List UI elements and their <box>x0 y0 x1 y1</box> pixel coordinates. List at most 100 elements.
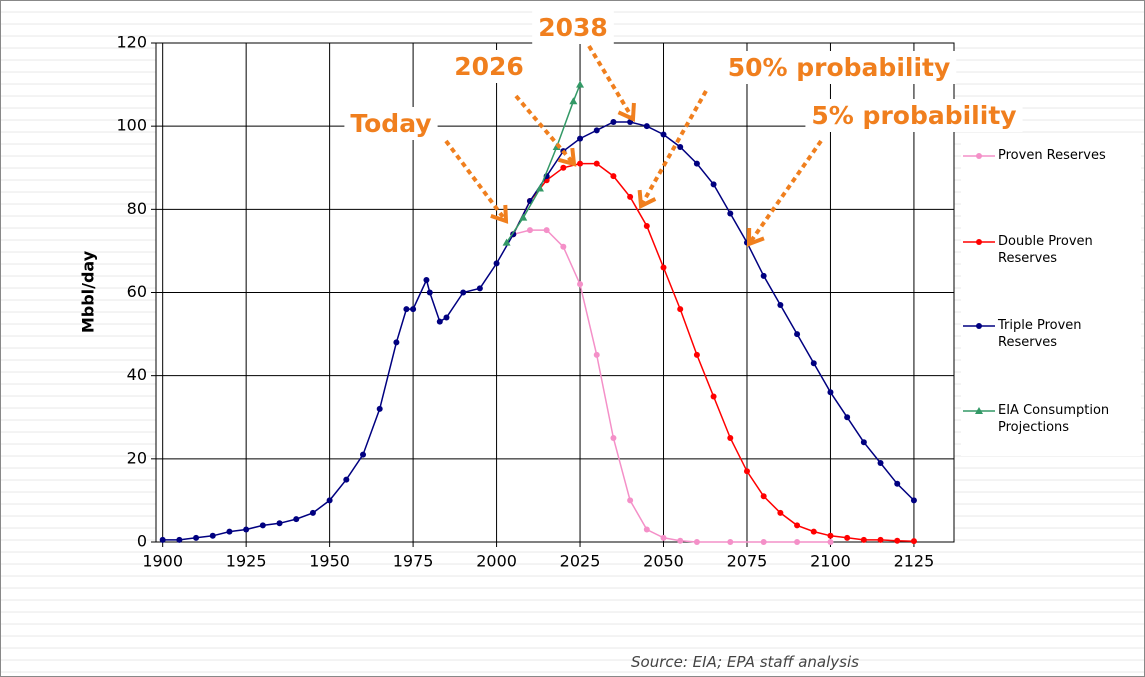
marker <box>660 264 667 271</box>
marker <box>727 539 734 545</box>
marker <box>293 516 300 523</box>
marker <box>376 405 383 412</box>
marker <box>844 534 851 541</box>
y-tick-label: 120 <box>116 33 147 52</box>
legend-label: Triple Proven Reserves <box>998 318 1082 350</box>
legend-box <box>961 141 1141 456</box>
legend-label: EIA Consumption Projections <box>998 403 1110 435</box>
marker <box>627 193 634 200</box>
x-tick-label: 1975 <box>393 552 434 571</box>
annotation-box <box>721 51 957 84</box>
marker <box>243 526 250 533</box>
marker <box>343 476 350 483</box>
x-tick-label: 2125 <box>894 552 935 571</box>
marker <box>660 131 667 138</box>
marker <box>577 160 584 167</box>
x-tick-label: 1900 <box>142 552 183 571</box>
marker <box>610 435 617 442</box>
legend-marker <box>976 323 982 329</box>
marker <box>810 360 817 367</box>
x-tick-label: 2000 <box>476 552 517 571</box>
y-tick-label: 60 <box>127 282 147 301</box>
marker <box>894 537 901 544</box>
annotation-arrow <box>747 139 823 246</box>
annotation-box <box>532 11 614 44</box>
marker <box>526 227 533 234</box>
marker <box>576 80 585 88</box>
marker <box>777 509 784 516</box>
annotation-arrow <box>444 139 508 223</box>
marker <box>560 243 567 250</box>
marker <box>760 539 767 545</box>
y-tick-label: 80 <box>127 199 147 218</box>
marker <box>844 414 851 421</box>
source-note: Source: EIA; EPA staff analysis <box>631 653 859 671</box>
marker <box>710 393 717 400</box>
marker <box>827 389 834 396</box>
marker <box>193 534 200 541</box>
marker <box>877 536 884 543</box>
x-tick-label: 1950 <box>309 552 350 571</box>
annotation-arrow <box>514 94 576 166</box>
marker <box>827 532 834 539</box>
marker <box>159 536 166 543</box>
marker <box>877 459 884 466</box>
annotation: 2026 <box>454 52 524 81</box>
marker <box>560 164 567 171</box>
marker <box>577 281 584 288</box>
marker <box>569 97 578 105</box>
marker <box>209 532 216 539</box>
x-tick-label: 2100 <box>810 552 851 571</box>
annotation: 5% probability <box>811 101 1016 130</box>
annotation: 50% probability <box>728 53 951 82</box>
legend-label: Proven Reserves <box>998 148 1106 163</box>
marker <box>309 509 316 516</box>
legend-label: Double Proven Reserves <box>998 234 1093 266</box>
marker <box>827 539 834 545</box>
marker <box>593 351 600 358</box>
marker <box>910 538 917 545</box>
y-tick-label: 0 <box>137 532 147 551</box>
y-tick-label: 40 <box>127 365 147 384</box>
marker <box>476 285 483 292</box>
annotation-arrowhead <box>490 204 509 224</box>
marker <box>643 526 650 533</box>
marker <box>259 522 266 529</box>
marker <box>226 528 233 535</box>
marker <box>760 493 767 500</box>
x-tick-label: 2050 <box>643 552 684 571</box>
marker <box>326 497 333 504</box>
marker <box>360 451 367 458</box>
marker <box>276 520 283 527</box>
marker <box>860 536 867 543</box>
y-axis-label: Mbbl/day <box>79 250 98 333</box>
y-tick-label: 20 <box>127 448 147 467</box>
marker <box>436 318 443 325</box>
marker <box>593 127 600 134</box>
marker <box>743 468 750 475</box>
marker <box>727 210 734 217</box>
annotation-box <box>448 50 530 83</box>
marker <box>460 289 467 296</box>
marker <box>660 534 667 541</box>
legend-marker <box>976 153 982 159</box>
marker <box>794 539 801 545</box>
marker <box>777 301 784 308</box>
marker <box>535 184 544 192</box>
marker <box>493 260 500 267</box>
marker <box>693 351 700 358</box>
annotation-arrowhead <box>558 147 577 167</box>
x-tick-label: 1925 <box>226 552 267 571</box>
marker <box>176 536 183 543</box>
annotation: 2038 <box>538 13 608 42</box>
y-tick-label: 100 <box>116 116 147 135</box>
annotation-box <box>344 107 438 140</box>
annotation-box <box>805 99 1023 132</box>
legend-marker <box>976 239 982 245</box>
marker <box>794 522 801 529</box>
marker <box>727 435 734 442</box>
marker <box>643 222 650 229</box>
marker <box>543 227 550 234</box>
marker <box>393 339 400 346</box>
